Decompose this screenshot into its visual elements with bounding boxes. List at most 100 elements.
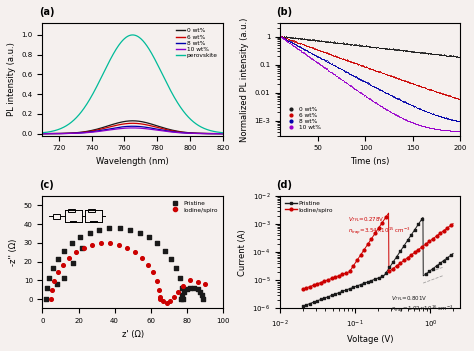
Point (400, 78, 407, 83)
Point (290, 43, 297, 48)
Point (373, 45, 380, 51)
Point (450, 54, 457, 59)
Y-axis label: Current (A): Current (A) (238, 229, 247, 276)
Point (312, 53, 319, 58)
Point (356, 76, 364, 82)
Point (295, 46, 303, 52)
Point (306, 37, 314, 42)
Point (334, 40, 341, 46)
Point (308, 45, 316, 51)
Point (359, 78, 366, 84)
Point (344, 80, 351, 85)
Point (361, 64, 369, 69)
Point (386, 46, 394, 52)
Point (363, 65, 371, 70)
Point (359, 43, 366, 49)
Point (298, 45, 306, 51)
Point (432, 88, 439, 93)
Point (358, 43, 366, 49)
Point (346, 71, 354, 77)
Point (340, 41, 347, 46)
Point (438, 114, 446, 120)
Point (386, 108, 393, 114)
Point (364, 95, 371, 100)
Point (291, 41, 299, 47)
Point (367, 66, 374, 72)
Point (310, 58, 318, 63)
Point (290, 38, 297, 44)
Point (433, 113, 441, 118)
Point (282, 35, 289, 41)
Point (394, 47, 401, 53)
Point (386, 92, 394, 98)
Point (354, 61, 362, 67)
Point (414, 49, 422, 55)
Point (426, 51, 434, 56)
Point (378, 70, 385, 76)
Point (447, 252, 455, 258)
Point (415, 122, 423, 128)
Point (362, 64, 369, 70)
Point (448, 128, 456, 134)
Point (388, 93, 395, 98)
Point (445, 128, 452, 133)
Point (179, 296, 187, 302)
Point (451, 117, 458, 123)
Point (332, 63, 339, 69)
Point (428, 87, 436, 93)
Point (395, 114, 403, 119)
Point (328, 52, 335, 58)
Point (426, 87, 433, 92)
Point (438, 90, 445, 96)
Point (434, 113, 441, 118)
Point (315, 54, 323, 60)
Point (283, 37, 290, 42)
Point (378, 70, 386, 76)
Point (392, 112, 400, 118)
Point (413, 82, 421, 88)
Point (360, 63, 368, 69)
Point (293, 43, 301, 48)
Point (320, 56, 328, 62)
Point (410, 104, 418, 109)
Point (412, 121, 419, 127)
Point (438, 52, 446, 58)
Point (362, 64, 369, 69)
Point (386, 265, 393, 270)
Point (145, 234, 153, 240)
Point (282, 36, 289, 42)
Point (306, 49, 314, 55)
Point (381, 105, 389, 111)
Point (392, 75, 400, 81)
Point (368, 66, 375, 72)
Point (429, 111, 437, 117)
Point (359, 62, 366, 68)
Point (372, 99, 380, 105)
Point (374, 68, 381, 74)
Text: $V_{TFL}$=0.278V: $V_{TFL}$=0.278V (348, 215, 384, 224)
Point (313, 281, 321, 287)
Point (377, 103, 385, 109)
Point (401, 99, 409, 105)
Point (354, 88, 361, 93)
Point (279, 34, 287, 39)
Point (283, 34, 290, 40)
Point (281, 35, 288, 41)
Point (446, 117, 454, 122)
Point (453, 54, 461, 59)
Point (384, 46, 392, 52)
Point (330, 53, 338, 58)
Point (386, 72, 394, 78)
Point (337, 66, 344, 72)
Point (331, 53, 339, 59)
Point (408, 80, 415, 86)
Point (374, 85, 382, 91)
Point (345, 81, 352, 87)
Point (456, 97, 464, 102)
Point (335, 65, 343, 71)
Point (454, 128, 461, 134)
Point (317, 62, 325, 67)
Point (442, 127, 450, 133)
Point (303, 47, 310, 53)
Point (319, 57, 327, 62)
